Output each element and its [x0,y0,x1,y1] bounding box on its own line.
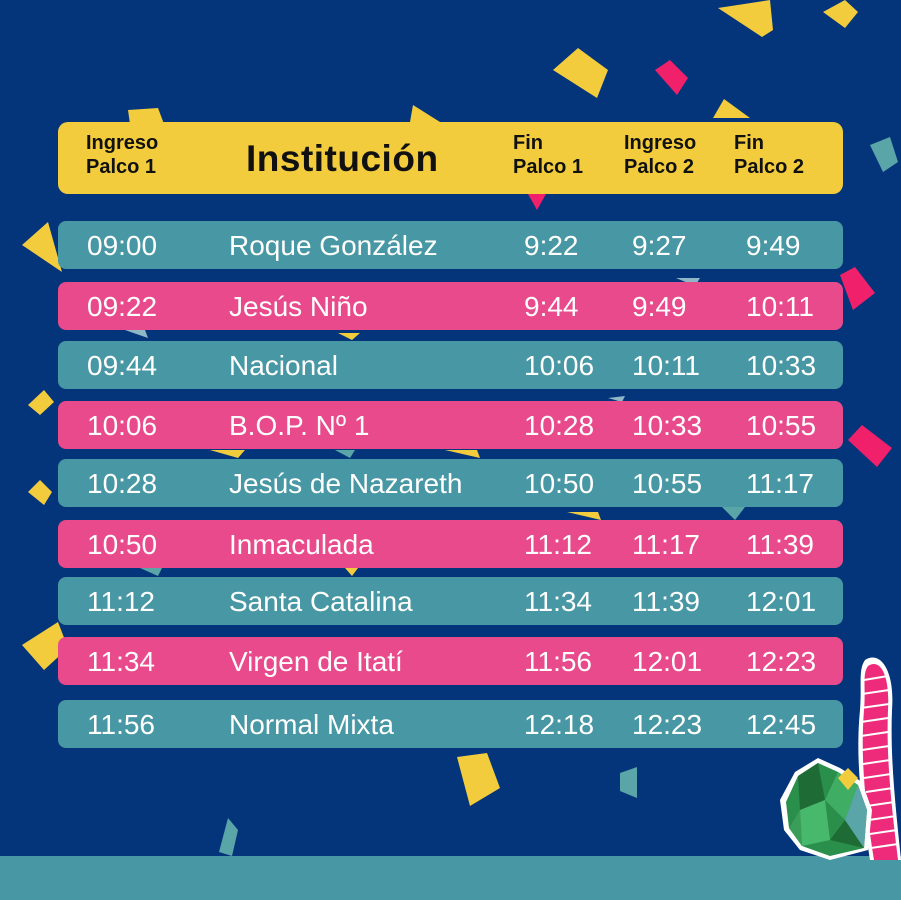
footer-bar [0,856,901,900]
cell-ingreso-palco-2: 10:33 [632,410,703,441]
cell-fin-palco-2: 12:45 [746,709,817,740]
table-row: 11:34 Virgen de Itatí 11:56 12:01 12:23 [58,637,843,685]
cell-ingreso-palco-1: 11:56 [87,709,155,740]
cell-ingreso-palco-1: 11:34 [87,646,155,677]
header-label-line: Fin [734,132,764,154]
header-fin-palco-1: Fin Palco 1 [513,131,583,179]
cell-ingreso-palco-1: 11:12 [87,586,155,617]
header-ingreso-palco-1: Ingreso Palco 1 [86,131,158,179]
table-row: 11:12 Santa Catalina 11:34 11:39 12:01 [58,577,843,625]
table-row: 09:00 Roque González 9:22 9:27 9:49 [58,221,843,269]
cell-fin-palco-2: 9:49 [746,230,801,261]
cell-fin-palco-2: 11:39 [746,529,814,560]
cell-fin-palco-2: 11:17 [746,468,814,499]
cell-fin-palco-1: 11:12 [524,529,592,560]
cell-ingreso-palco-1: 09:22 [87,291,158,322]
cell-ingreso-palco-2: 9:49 [632,291,687,322]
cell-ingreso-palco-2: 12:23 [632,709,703,740]
cell-institucion: Virgen de Itatí [229,646,403,677]
header-label-line: Fin [513,132,543,154]
cell-ingreso-palco-1: 10:28 [87,468,158,499]
header-ingreso-palco-2: Ingreso Palco 2 [624,131,696,179]
header-label-line: Palco 2 [624,156,695,178]
cell-fin-palco-1: 10:50 [524,468,595,499]
header-label-line: Palco 1 [513,156,584,178]
header-label-line: Palco 1 [86,156,157,178]
cell-institucion: Jesús de Nazareth [229,468,463,499]
header-label-line: Ingreso [86,132,159,154]
cell-institucion: Normal Mixta [229,709,394,740]
cell-fin-palco-2: 10:11 [746,291,814,322]
tropical-plant-icon [780,657,901,860]
table-row: 10:50 Inmaculada 11:12 11:17 11:39 [58,520,843,568]
cell-fin-palco-2: 12:23 [746,646,817,677]
header-institucion: Institución [246,138,439,179]
cell-fin-palco-2: 10:33 [746,350,817,381]
cell-institucion: Jesús Niño [229,291,368,322]
cell-institucion: Santa Catalina [229,586,413,617]
cell-fin-palco-1: 9:44 [524,291,579,322]
cell-institucion: Inmaculada [229,529,374,560]
table-row: 10:06 B.O.P. Nº 1 10:28 10:33 10:55 [58,401,843,449]
header-label-line: Ingreso [624,132,697,154]
cell-fin-palco-1: 12:18 [524,709,595,740]
cell-ingreso-palco-2: 9:27 [632,230,687,261]
cell-ingreso-palco-2: 11:17 [632,529,700,560]
table-row: 11:56 Normal Mixta 12:18 12:23 12:45 [58,700,843,748]
cell-ingreso-palco-1: 09:00 [87,230,158,261]
table-header: Ingreso Palco 1 Institución Fin Palco 1 … [58,122,843,194]
cell-ingreso-palco-1: 10:06 [87,410,158,441]
header-fin-palco-2: Fin Palco 2 [734,131,804,179]
cell-fin-palco-1: 11:34 [524,586,592,617]
header-label-line: Palco 2 [734,156,805,178]
cell-ingreso-palco-1: 09:44 [87,350,158,381]
cell-fin-palco-1: 10:06 [524,350,595,381]
cell-ingreso-palco-2: 10:55 [632,468,703,499]
cell-ingreso-palco-1: 10:50 [87,529,158,560]
cell-ingreso-palco-2: 10:11 [632,350,700,381]
cell-fin-palco-1: 10:28 [524,410,595,441]
table-row: 10:28 Jesús de Nazareth 10:50 10:55 11:1… [58,459,843,507]
table-row: 09:22 Jesús Niño 9:44 9:49 10:11 [58,282,843,330]
cell-ingreso-palco-2: 11:39 [632,586,700,617]
cell-fin-palco-2: 10:55 [746,410,817,441]
table-row: 09:44 Nacional 10:06 10:11 10:33 [58,341,843,389]
cell-institucion: B.O.P. Nº 1 [229,410,370,441]
cell-ingreso-palco-2: 12:01 [632,646,703,677]
cell-fin-palco-1: 9:22 [524,230,579,261]
cell-fin-palco-2: 12:01 [746,586,817,617]
cell-institucion: Roque González [229,230,438,261]
cell-institucion: Nacional [229,350,338,381]
cell-fin-palco-1: 11:56 [524,646,592,677]
